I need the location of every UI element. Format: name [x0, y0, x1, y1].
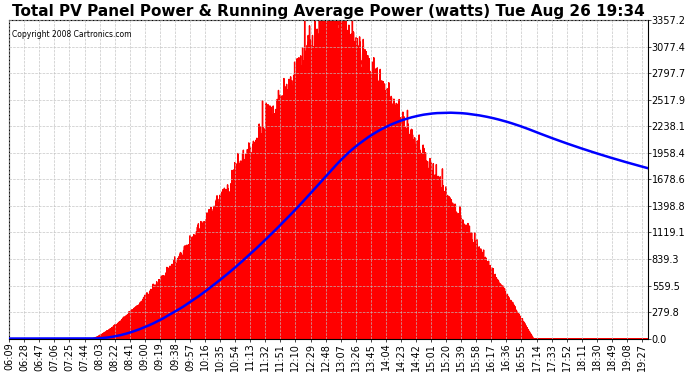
- Title: Total PV Panel Power & Running Average Power (watts) Tue Aug 26 19:34: Total PV Panel Power & Running Average P…: [12, 4, 644, 19]
- Text: Copyright 2008 Cartronics.com: Copyright 2008 Cartronics.com: [12, 30, 132, 39]
